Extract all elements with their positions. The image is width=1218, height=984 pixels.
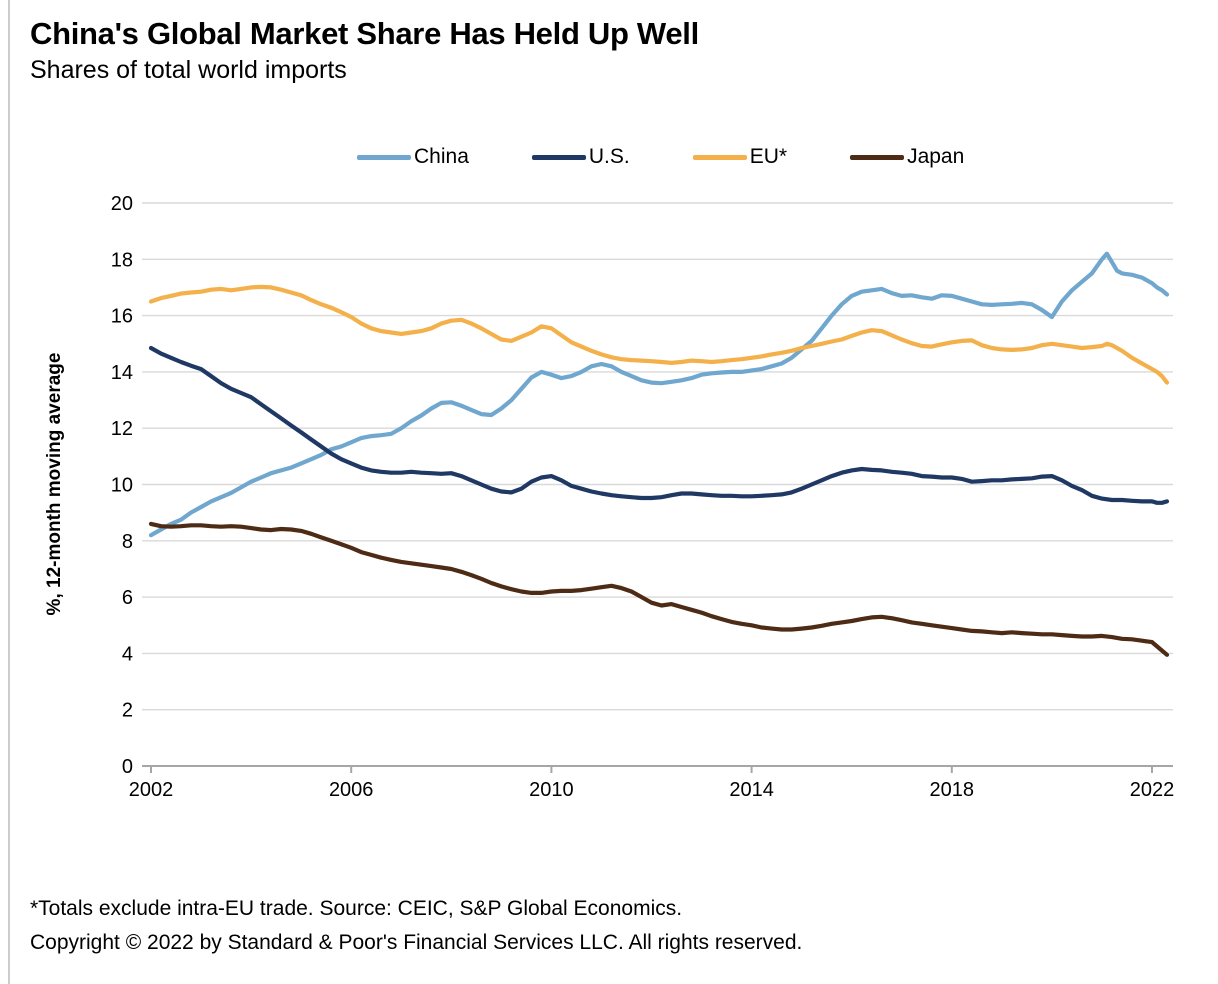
x-tick-label: 2002 <box>129 779 174 801</box>
y-tick-label: 4 <box>122 643 133 665</box>
y-tick-label: 20 <box>111 193 133 215</box>
y-tick-label: 18 <box>111 249 133 271</box>
legend-label-us: U.S. <box>588 145 630 168</box>
y-tick-label: 8 <box>122 531 133 553</box>
legend-item-us: U.S. <box>531 145 630 169</box>
legend-label-eu: EU* <box>749 145 788 168</box>
y-tick-label: 14 <box>111 362 133 384</box>
series-line-eu <box>148 284 1170 385</box>
footnote-copyright: Copyright © 2022 by Standard & Poor's Fi… <box>30 931 803 954</box>
japan-line-swatch <box>850 154 905 160</box>
x-tick-label: 2022 <box>1130 779 1175 801</box>
x-tick-label: 2014 <box>729 779 774 801</box>
legend-item-china: China <box>357 145 469 169</box>
x-tick-label: 2006 <box>329 779 374 801</box>
china-line-swatch <box>357 154 411 160</box>
y-axis-title: %, 12-month moving average <box>44 352 65 616</box>
legend-item-japan: Japan <box>850 145 964 169</box>
chart-subtitle: Shares of total world imports <box>30 56 347 84</box>
chart-title: China's Global Market Share Has Held Up … <box>30 16 699 51</box>
y-tick-label: 10 <box>111 475 133 497</box>
y-tick-label: 16 <box>111 306 133 328</box>
x-tick-label: 2010 <box>529 779 574 801</box>
legend-label-japan: Japan <box>907 145 965 168</box>
footnote-source: *Totals exclude intra-EU trade. Source: … <box>30 897 683 920</box>
legend-label-china: China <box>414 145 469 168</box>
legend-item-eu: EU* <box>692 145 788 169</box>
x-tick-label: 2018 <box>930 779 975 801</box>
y-tick-label: 0 <box>122 756 133 778</box>
legend: China U.S. EU* Japan <box>357 145 964 169</box>
series-line-us <box>148 345 1170 505</box>
y-tick-label: 2 <box>122 700 133 722</box>
us-line-swatch <box>531 154 586 160</box>
window-edge-line <box>8 0 10 984</box>
series-line-japan <box>148 521 1170 657</box>
footer: *Totals exclude intra-EU trade. Source: … <box>30 892 802 960</box>
eu-line-swatch <box>692 154 747 160</box>
y-tick-label: 6 <box>122 587 133 609</box>
y-tick-label: 12 <box>111 418 133 440</box>
